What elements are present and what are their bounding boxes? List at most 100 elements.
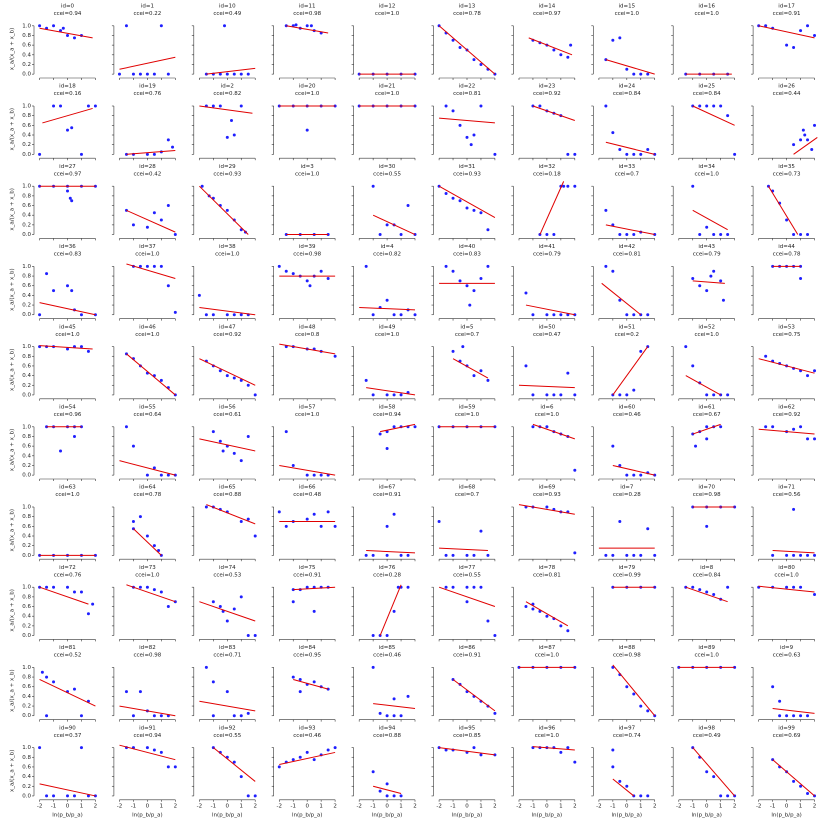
subplot-subtitle: ccei=0.7 xyxy=(615,171,640,177)
point xyxy=(465,135,469,139)
subplot-title: id=91 xyxy=(139,725,156,731)
point xyxy=(625,313,629,317)
point xyxy=(305,279,309,283)
point xyxy=(813,369,817,373)
fit-line xyxy=(612,464,655,476)
point xyxy=(211,430,215,434)
point xyxy=(712,233,716,237)
y-tick-label: 1.0 xyxy=(22,23,31,29)
subplot-subtitle: ccei=0.42 xyxy=(133,171,161,177)
point xyxy=(371,393,375,397)
subplot: id=52 ccei=1.0 xyxy=(671,324,735,401)
point xyxy=(792,233,796,237)
x-tick-label: -1 xyxy=(370,803,375,809)
point xyxy=(211,313,215,317)
point xyxy=(472,289,476,293)
subplot-subtitle: ccei=0.28 xyxy=(373,572,401,578)
y-tick-label: 0.2 xyxy=(22,222,31,228)
point xyxy=(691,585,695,589)
point xyxy=(378,711,382,715)
point xyxy=(45,794,49,798)
point xyxy=(625,67,629,71)
y-tick-label: 0.6 xyxy=(22,123,31,129)
subplot-subtitle: ccei=1.0 xyxy=(455,412,480,418)
subplot-title: id=43 xyxy=(698,244,715,250)
subplot-title: id=56 xyxy=(219,405,236,411)
point xyxy=(632,152,636,156)
point xyxy=(764,425,768,429)
point xyxy=(166,284,170,288)
x-tick-label: 2 xyxy=(253,803,257,809)
point xyxy=(444,264,448,268)
point xyxy=(813,123,817,127)
y-tick-label: 0.8 xyxy=(22,193,31,199)
point xyxy=(639,473,643,477)
point xyxy=(451,196,455,200)
subplot: id=48 ccei=0.8 xyxy=(271,324,337,401)
subplot: id=93 ccei=0.46 -2 -1 0 1 2 ln(p_b/p_a) xyxy=(271,725,337,818)
point xyxy=(72,687,76,691)
fit-line xyxy=(692,209,728,231)
point xyxy=(166,138,170,142)
point xyxy=(803,133,807,137)
point xyxy=(479,585,483,589)
subplot-title: id=51 xyxy=(618,324,635,330)
point xyxy=(319,524,323,528)
subplot-subtitle: ccei=1.0 xyxy=(774,572,799,578)
subplot-subtitle: ccei=0.55 xyxy=(453,572,481,578)
subplot-title: id=55 xyxy=(139,405,156,411)
point xyxy=(246,383,250,387)
point xyxy=(721,298,725,302)
point xyxy=(253,393,257,397)
point xyxy=(124,425,128,429)
subplot-subtitle: ccei=1.0 xyxy=(215,252,240,258)
subplot-subtitle: ccei=0.8 xyxy=(295,332,320,338)
subplot-subtitle: ccei=0.46 xyxy=(293,733,321,739)
point xyxy=(712,592,716,596)
point xyxy=(691,276,695,280)
y-tick-label: 0.4 xyxy=(22,774,31,780)
fit-line xyxy=(439,747,495,756)
point xyxy=(218,605,222,609)
subplot-title: id=57 xyxy=(299,405,316,411)
subplot-title: id=72 xyxy=(59,565,76,571)
subplot: id=44 ccei=0.78 xyxy=(751,244,815,321)
subplot-subtitle: ccei=0.46 xyxy=(373,653,401,659)
point xyxy=(326,510,330,514)
x-tick-label: 0 xyxy=(785,803,789,809)
point xyxy=(225,208,229,212)
point xyxy=(66,284,69,288)
subplot-title: id=45 xyxy=(59,324,76,330)
y-tick-label: 0.0 xyxy=(22,633,31,639)
subplot-subtitle: ccei=0.53 xyxy=(213,572,241,578)
subplot-title: id=80 xyxy=(778,565,795,571)
point xyxy=(406,204,410,208)
point xyxy=(705,437,709,441)
point xyxy=(131,444,135,448)
subplot-subtitle: ccei=0.22 xyxy=(133,11,161,17)
subplot: id=94 ccei=0.88 -2 -1 0 1 2 ln(p_b/p_a) xyxy=(351,725,417,818)
fit-line xyxy=(199,185,249,235)
point xyxy=(246,517,250,521)
point xyxy=(225,313,229,317)
point xyxy=(364,553,368,557)
point xyxy=(799,29,803,33)
subplot-subtitle: ccei=0.96 xyxy=(54,412,82,418)
subplot-subtitle: ccei=0.55 xyxy=(213,733,241,739)
subplot-subtitle: ccei=0.91 xyxy=(373,492,401,498)
point xyxy=(465,284,469,288)
point xyxy=(465,206,469,210)
point xyxy=(705,524,709,528)
subplot-title: id=92 xyxy=(219,725,236,731)
subplot-subtitle: ccei=0.49 xyxy=(213,11,241,17)
y-tick-label: 0.6 xyxy=(22,604,31,610)
point xyxy=(232,714,236,718)
subplot-title: id=0 xyxy=(61,4,75,10)
subplot-subtitle: ccei=0.95 xyxy=(293,653,321,659)
fit-line xyxy=(772,550,815,554)
point xyxy=(472,58,476,62)
point xyxy=(152,152,156,156)
